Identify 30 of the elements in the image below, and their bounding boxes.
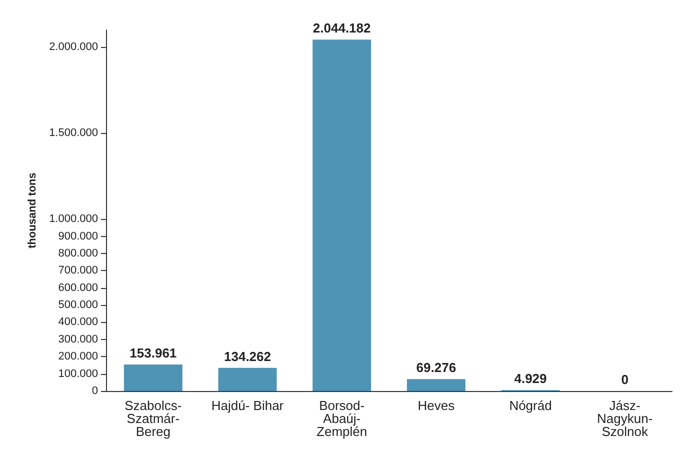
y-tick-label: 300.000 [58,333,98,346]
x-tick-label: Szabolcs-Szatmár-Bereg [124,398,182,439]
y-tick-label: 1.000.000 [49,213,98,226]
y-tick-label: 0 [92,385,98,397]
y-tick-label: 200.000 [58,350,98,363]
y-tick-label: 2.000.000 [49,41,98,54]
y-tick-label: 500.000 [58,299,98,312]
bar [218,368,277,391]
data-label: 0 [621,372,628,387]
y-tick-label: 100.000 [58,368,98,380]
data-label: 134.262 [224,348,271,364]
y-tick-label: 900.000 [58,230,98,242]
data-label: 4.929 [514,371,547,386]
data-label: 2.044.182 [312,20,371,36]
y-tick-label: 700.000 [58,264,98,277]
x-tick-label: Nógrád [509,398,552,413]
x-tick-label: Borsod-Abaúj-Zemplén [316,398,368,439]
x-tick-label: Heves [418,398,456,413]
y-tick-label: 600.000 [58,282,98,294]
bar [124,364,182,391]
data-label: 153.961 [130,346,177,361]
bar [406,379,466,391]
y-axis-title: thousand tons [26,172,39,248]
x-tick-label: Hajdú- Bihar [211,398,284,413]
bar [312,40,372,391]
data-label: 69.276 [416,360,456,376]
y-tick-label: 800.000 [58,247,98,260]
y-tick-label: 1.500.000 [49,127,98,140]
x-tick-label: Jász-Nagykun-Szolnok [597,398,653,439]
y-tick-label: 400.000 [58,316,98,328]
